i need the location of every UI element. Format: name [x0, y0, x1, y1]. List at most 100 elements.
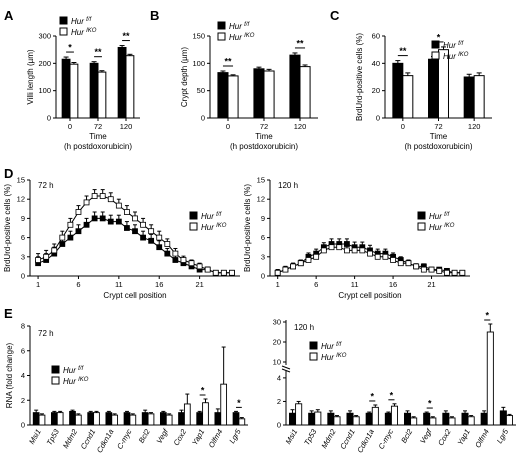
bar — [404, 412, 412, 426]
data-point — [172, 257, 179, 263]
significance-marker: * — [237, 398, 241, 408]
data-point — [172, 250, 179, 257]
data-point — [336, 244, 343, 251]
data-point — [405, 260, 412, 267]
bar — [442, 412, 450, 426]
data-point — [67, 234, 74, 241]
data-point — [344, 247, 350, 254]
bar — [333, 416, 341, 426]
bar — [93, 412, 100, 426]
y-axis-label: BrdUrd-positive cells (%) — [243, 184, 252, 272]
data-point — [320, 247, 327, 254]
y-tick-label: 100 — [38, 86, 51, 95]
y-tick-label: 8 — [21, 322, 25, 331]
panel-annotation: 120 h — [278, 181, 298, 190]
legend-swatch — [309, 341, 318, 350]
bar — [295, 403, 303, 426]
y-tick-label: 4 — [277, 373, 281, 382]
y-tick-label: 6 — [21, 233, 25, 242]
bar — [299, 66, 311, 119]
data-point — [444, 269, 450, 276]
y-tick-label: 100 — [192, 59, 205, 68]
x-tick-label: Mdm2 — [319, 427, 338, 450]
y-tick-label: 9 — [21, 214, 25, 223]
x-tick-label: Tp53 — [302, 427, 319, 447]
data-point — [451, 269, 458, 276]
x-tick-label: Ccnd1 — [338, 428, 357, 451]
data-point — [413, 263, 420, 270]
data-point — [115, 218, 122, 225]
bar — [423, 412, 431, 426]
legend-swatch — [51, 376, 60, 385]
data-point — [459, 269, 466, 276]
bar — [105, 412, 113, 426]
bar — [448, 417, 456, 426]
data-point — [313, 253, 320, 260]
bar — [473, 75, 485, 119]
x-tick-label: 16 — [389, 280, 397, 289]
data-point — [305, 257, 312, 263]
y-tick-label: 30 — [273, 318, 281, 327]
y-tick-label: 0 — [261, 272, 265, 281]
data-point — [204, 266, 211, 273]
bar — [461, 412, 469, 426]
data-point — [220, 269, 227, 276]
panel-label-b: B — [150, 8, 159, 23]
bar — [384, 412, 392, 426]
x-tick-label: Cdkn1a — [95, 428, 116, 455]
bar — [289, 412, 297, 426]
data-point — [274, 269, 281, 276]
data-point — [148, 228, 155, 235]
x-tick-label: 1 — [36, 280, 40, 289]
x-tick-label: Bcl2 — [399, 427, 415, 445]
legend-swatch — [309, 352, 318, 361]
panel-annotation: 72 h — [38, 329, 54, 338]
bar — [89, 62, 99, 119]
bar — [38, 414, 46, 426]
data-point — [59, 234, 66, 241]
x-tick-label: Msi1 — [27, 428, 43, 446]
bar — [392, 62, 404, 119]
panel-annotation: 72 h — [38, 181, 54, 190]
data-point — [148, 237, 155, 244]
legend-swatch — [59, 27, 68, 36]
y-tick-label: 60 — [372, 32, 380, 41]
y-axis-label: Crypt depth (µm) — [180, 47, 189, 108]
data-point — [115, 202, 122, 209]
x-tick-label: Vegf — [418, 427, 434, 445]
bar — [227, 75, 239, 119]
x-axis-label: Crypt cell position — [103, 291, 166, 300]
data-point — [107, 196, 114, 203]
x-tick-label: Vegf — [155, 427, 171, 445]
x-tick-label: Olfm4 — [473, 428, 491, 450]
x-tick-label: 21 — [195, 280, 203, 289]
y-tick-label: 12 — [17, 195, 25, 204]
bar — [147, 413, 155, 426]
significance-marker: * — [428, 399, 432, 409]
data-point — [328, 244, 335, 251]
x-axis-label: (h postdoxorubicin) — [404, 142, 472, 151]
legend-label: Hur f/f — [443, 41, 464, 50]
bar — [390, 405, 398, 426]
data-point — [382, 253, 389, 260]
data-point — [67, 221, 74, 228]
bar — [32, 412, 40, 426]
x-tick-label: Msi1 — [284, 428, 300, 446]
bar — [463, 76, 475, 119]
bar — [74, 414, 82, 426]
legend-label: Hur f/f — [429, 212, 450, 221]
y-tick-label: 50 — [197, 86, 205, 95]
data-point — [75, 228, 82, 235]
bar — [111, 414, 119, 426]
y-tick-label: 0 — [21, 272, 25, 281]
x-tick-label: 0 — [68, 122, 72, 131]
data-point — [196, 263, 203, 270]
bar — [165, 414, 173, 426]
legend-label: Hur IKO — [443, 52, 469, 61]
x-tick-label: 11 — [351, 280, 359, 289]
bar — [365, 412, 373, 426]
significance-marker: * — [68, 43, 72, 53]
data-point — [436, 267, 443, 274]
x-tick-label: Ccnd1 — [79, 428, 98, 451]
legend-swatch — [217, 21, 226, 30]
